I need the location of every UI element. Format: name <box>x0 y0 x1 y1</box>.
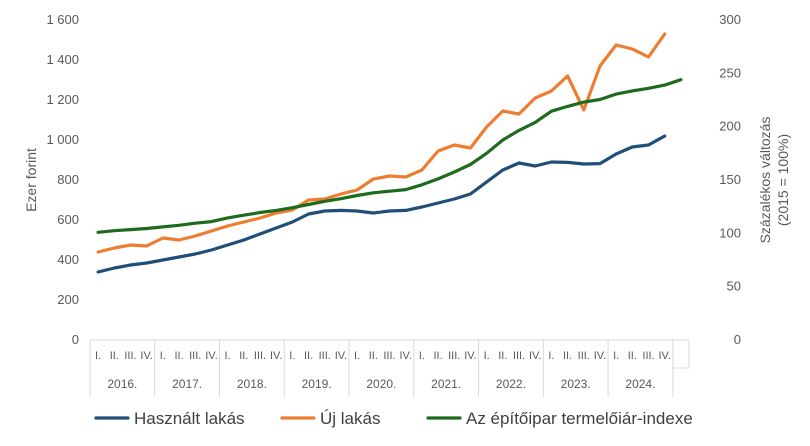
x-quarter-label: I. <box>613 350 619 362</box>
y-right-tick-label: 200 <box>719 119 741 134</box>
series-line-1 <box>96 134 667 274</box>
y-left-tick-label: 800 <box>57 172 79 187</box>
x-quarter-label: II. <box>369 350 378 362</box>
y-left-axis-title: Ezer forint <box>23 148 39 212</box>
x-quarter-label: IV. <box>529 350 541 362</box>
x-year-label: 2021. <box>431 377 461 391</box>
y-right-tick-label: 0 <box>734 332 741 347</box>
x-quarter-label: II. <box>239 350 248 362</box>
x-quarter-label: I. <box>548 350 554 362</box>
y-right-axis-title: Százalékos változás <box>757 117 773 244</box>
x-quarter-label: II. <box>174 350 183 362</box>
x-quarter-label: I. <box>484 350 490 362</box>
x-quarter-label: II. <box>563 350 572 362</box>
x-quarter-label: I. <box>225 350 231 362</box>
series-line-2 <box>96 32 667 254</box>
y-left-tick-label: 1 200 <box>46 92 79 107</box>
x-quarter-label: II. <box>498 350 507 362</box>
x-quarter-label: II. <box>110 350 119 362</box>
x-quarter-label: III. <box>254 350 266 362</box>
x-year-label: 2020. <box>366 377 396 391</box>
x-quarter-label: III. <box>448 350 460 362</box>
x-quarter-label: IV. <box>658 350 670 362</box>
y-right-tick-label: 150 <box>719 172 741 187</box>
y-left-tick-label: 0 <box>72 332 79 347</box>
x-quarter-label: I. <box>160 350 166 362</box>
y-left-tick-label: 1 400 <box>46 52 79 67</box>
y-right-tick-label: 250 <box>719 65 741 80</box>
x-quarter-label: III. <box>578 350 590 362</box>
x-quarter-label: III. <box>642 350 654 362</box>
x-quarter-label: II. <box>304 350 313 362</box>
y-left-tick-label: 200 <box>57 292 79 307</box>
y-left-tick-label: 600 <box>57 212 79 227</box>
legend-label: Új lakás <box>320 409 380 428</box>
x-year-label: 2016. <box>107 377 137 391</box>
x-year-label: 2019. <box>302 377 332 391</box>
x-quarter-label: IV. <box>335 350 347 362</box>
y-left-tick-label: 1 600 <box>46 12 79 27</box>
x-year-label: 2017. <box>172 377 202 391</box>
y-right-tick-label: 50 <box>727 279 741 294</box>
x-quarter-label: IV. <box>270 350 282 362</box>
x-quarter-label: I. <box>95 350 101 362</box>
legend-label: Használt lakás <box>134 409 245 428</box>
y-right-axis-subtitle: (2015 = 100%) <box>775 134 791 226</box>
x-quarter-label: IV. <box>464 350 476 362</box>
x-year-label: 2024. <box>625 377 655 391</box>
series-line-3 <box>96 78 683 234</box>
x-quarter-label: III. <box>319 350 331 362</box>
x-quarter-label: III. <box>513 350 525 362</box>
x-quarter-label: II. <box>628 350 637 362</box>
x-quarter-label: I. <box>289 350 295 362</box>
x-quarter-label: III. <box>383 350 395 362</box>
x-quarter-label: IV. <box>399 350 411 362</box>
x-quarter-label: I. <box>419 350 425 362</box>
x-quarter-label: IV. <box>594 350 606 362</box>
y-left-tick-label: 1 000 <box>46 132 79 147</box>
x-year-label: 2023. <box>561 377 591 391</box>
x-year-label: 2018. <box>237 377 267 391</box>
legend-label: Az építőipar termelőiár-indexe <box>466 409 693 428</box>
x-quarter-label: II. <box>433 350 442 362</box>
x-quarter-label: IV. <box>140 350 152 362</box>
x-quarter-label: III. <box>124 350 136 362</box>
y-left-tick-label: 400 <box>57 252 79 267</box>
y-right-tick-label: 100 <box>719 225 741 240</box>
x-quarter-label: III. <box>189 350 201 362</box>
y-right-tick-label: 300 <box>719 12 741 27</box>
x-quarter-label: IV. <box>205 350 217 362</box>
x-quarter-label: I. <box>354 350 360 362</box>
x-year-label: 2022. <box>496 377 526 391</box>
